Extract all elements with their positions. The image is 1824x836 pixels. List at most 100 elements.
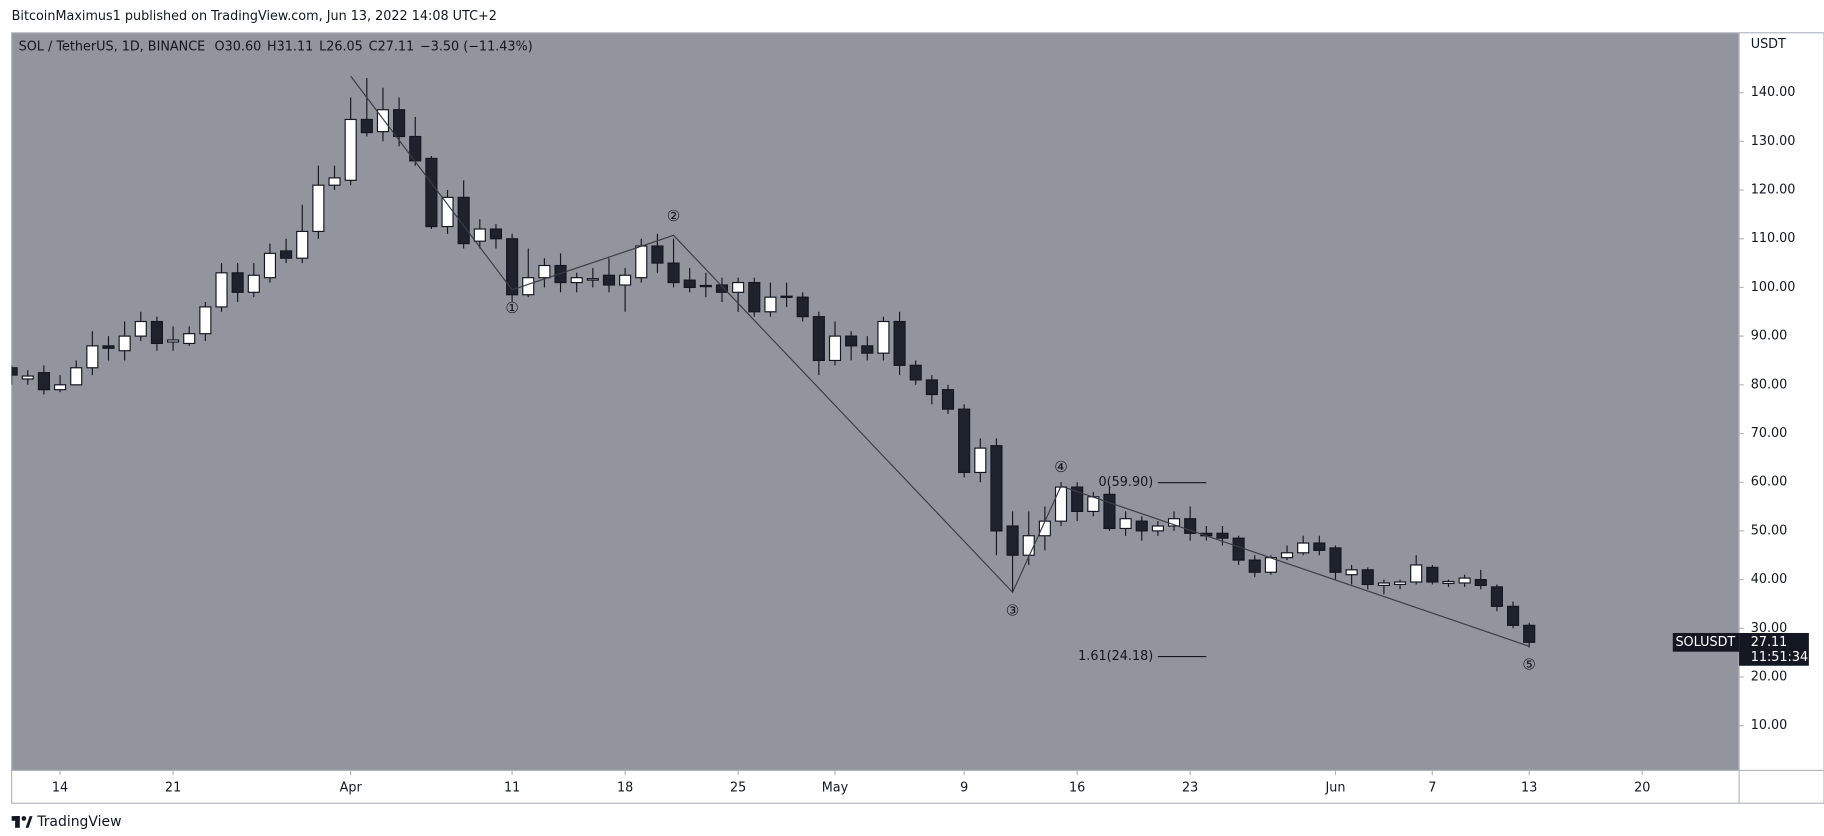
wave-label: ③ — [1006, 601, 1020, 619]
candle-body — [570, 277, 583, 284]
x-tick-label: 7 — [1428, 780, 1436, 795]
candle-body — [344, 118, 357, 181]
candle-body — [1377, 582, 1390, 586]
candle-body — [1184, 518, 1197, 534]
y-tick-label: 100.00 — [1751, 280, 1796, 295]
candle-body — [990, 445, 1003, 532]
candle-body — [199, 306, 212, 335]
candle-body — [1103, 493, 1116, 530]
wave-label: ④ — [1054, 458, 1068, 476]
candle-body — [925, 379, 938, 396]
x-tick-label: 11 — [504, 780, 520, 795]
candle-body — [134, 320, 147, 337]
legend-item: O30.60 — [215, 39, 262, 54]
candle-body — [21, 375, 34, 380]
legend-item: H31.11 — [267, 39, 313, 54]
candle-body — [974, 447, 987, 474]
y-tick-label: 30.00 — [1751, 621, 1788, 636]
candle-body — [635, 245, 648, 279]
candle-body — [473, 228, 486, 242]
y-tick-label: 40.00 — [1751, 572, 1788, 587]
price-tag-value: 27.11 — [1751, 635, 1788, 650]
legend-item: L26.05 — [319, 39, 363, 54]
candle-body — [441, 196, 454, 228]
x-tick-label: 14 — [52, 780, 68, 795]
candle-body — [667, 262, 680, 284]
candle-body — [280, 250, 293, 259]
candle-body — [457, 196, 470, 245]
wave-label: ② — [667, 207, 681, 225]
x-tick-label: May — [822, 780, 849, 795]
candle-body — [699, 284, 712, 288]
y-tick-label: 110.00 — [1751, 231, 1796, 246]
x-tick-label: 21 — [165, 780, 181, 795]
candle-body — [1135, 520, 1148, 532]
fib-label: 0(59.90) — [1099, 475, 1154, 490]
candle-body — [909, 364, 922, 381]
candle-body — [1054, 486, 1068, 522]
candle-body — [1006, 525, 1019, 556]
candle-body — [1523, 624, 1536, 643]
x-tick-label: Jun — [1324, 780, 1345, 795]
x-tick-label: 13 — [1521, 780, 1537, 795]
candle-body — [247, 274, 260, 293]
candle-body — [1490, 586, 1503, 607]
y-tick-label: 10.00 — [1751, 718, 1788, 733]
candle-body — [1426, 566, 1439, 583]
frame — [11, 32, 1824, 804]
candle-body — [1232, 537, 1245, 561]
x-tick-label: 16 — [1069, 780, 1085, 795]
chart-title: SOL / TetherUS, 1D, BINANCE — [19, 39, 206, 54]
candle-body — [958, 408, 971, 474]
candle-body — [941, 389, 955, 410]
candle-body — [11, 367, 18, 376]
candle-body — [764, 296, 777, 313]
candle-body — [425, 157, 438, 228]
candle-body — [37, 372, 50, 391]
x-tick-label: 18 — [617, 780, 633, 795]
wave-label: ① — [505, 299, 519, 317]
y-tick-label: 50.00 — [1751, 523, 1788, 538]
plot-area — [11, 32, 1740, 771]
candle-body — [53, 384, 67, 391]
candle-body — [1345, 569, 1358, 576]
symbol-name: SOLUSDT — [1675, 635, 1735, 650]
candle-body — [1329, 547, 1342, 573]
candle-body — [748, 281, 761, 313]
price-tag — [1739, 632, 1809, 666]
candle-body — [1410, 564, 1423, 583]
candle-body — [1071, 486, 1084, 512]
y-tick-label: 90.00 — [1751, 329, 1788, 344]
candle-body — [893, 320, 906, 366]
y-tick-label: 20.00 — [1751, 669, 1788, 684]
candle-body — [263, 252, 277, 279]
candle-body — [86, 345, 99, 369]
currency-label: USDT — [1751, 37, 1786, 52]
candle-body — [861, 345, 874, 354]
candle-body — [1216, 532, 1229, 539]
candle-body — [167, 339, 180, 343]
candle-body — [102, 345, 115, 349]
candle-body — [376, 109, 390, 133]
symbol-tag — [1672, 632, 1740, 652]
candle-body — [1022, 535, 1035, 556]
y-tick-label: 130.00 — [1751, 134, 1796, 149]
y-tick-label: 140.00 — [1751, 85, 1796, 100]
candle-body — [1248, 559, 1261, 573]
candle-body — [732, 281, 745, 293]
wave-line — [350, 75, 1530, 647]
candle-body — [586, 278, 599, 281]
price-tag-countdown: 11:51:34 — [1751, 650, 1808, 665]
candle-body — [828, 335, 842, 362]
candle-body — [1458, 577, 1471, 584]
candle-body — [1119, 518, 1132, 530]
footer-brand: TradingView — [36, 814, 121, 830]
candle-body — [651, 245, 664, 264]
candle-body — [683, 279, 696, 289]
y-tick-label: 70.00 — [1751, 426, 1788, 441]
candle-body — [70, 367, 83, 386]
candle-body — [118, 335, 131, 352]
candle-body — [1280, 552, 1294, 559]
candle-body — [506, 238, 519, 296]
